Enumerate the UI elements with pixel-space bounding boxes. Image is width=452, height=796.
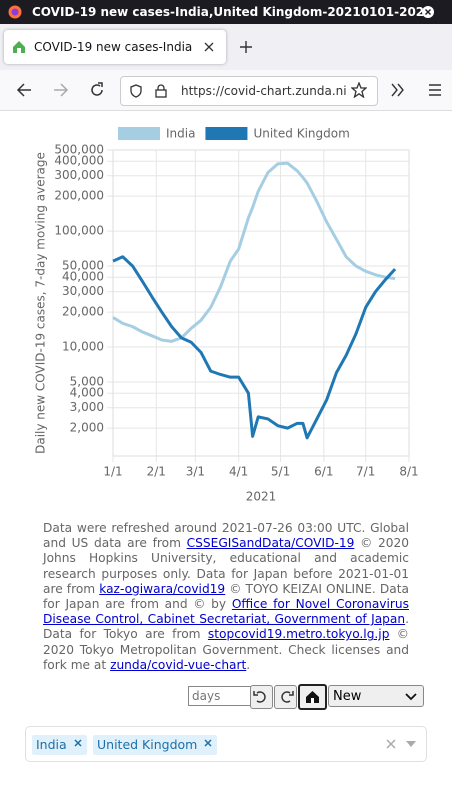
redo-button[interactable] (274, 685, 297, 709)
undo-button[interactable] (250, 685, 273, 709)
y-tick-label: 40,000 (62, 270, 104, 284)
x-tick-label: 2/1 (147, 465, 166, 479)
note-text: Data were refreshed around 2021-07-26 03… (43, 521, 409, 551)
y-tick-label: 4,000 (70, 386, 104, 400)
undo-icon (253, 691, 266, 703)
x-axis-title: 2021 (246, 490, 277, 504)
forward-button[interactable] (53, 82, 69, 98)
y-tick-label: 30,000 (62, 284, 104, 298)
note-text: . Data for Tokyo are from (43, 612, 409, 642)
chart: Daily new COVID-19 cases, 7-day moving a… (34, 127, 419, 504)
source-link[interactable]: Office for Novel Coronavirus Disease Con… (43, 597, 409, 627)
note-text: © 2020 Tokyo Metropolitan Government. Ch… (43, 627, 409, 672)
y-tick-label: 500,000 (54, 143, 104, 157)
y-tick-label: 400,000 (54, 154, 104, 168)
chip-remove[interactable] (67, 739, 83, 749)
x-tick-label: 5/1 (271, 465, 290, 479)
x-tick-label: 1/1 (103, 465, 122, 479)
bookmark-star[interactable] (351, 82, 367, 98)
source-link[interactable]: CSSEGISandData/COVID-19 (186, 536, 355, 551)
y-tick-label: 300,000 (54, 168, 104, 182)
clear-all[interactable] (386, 739, 396, 749)
home-icon (306, 691, 319, 703)
controls: New (186, 684, 428, 710)
chip-label: India (36, 737, 67, 752)
legend-swatch (205, 127, 248, 140)
browser-icon (8, 5, 22, 19)
chip-remove[interactable] (197, 739, 213, 749)
redo-icon (281, 691, 294, 703)
plot-frame (112, 149, 410, 457)
legend-label: India (166, 127, 195, 141)
chip-label: United Kingdom (97, 737, 198, 752)
shield-icon (130, 84, 142, 98)
series-line (112, 161, 396, 343)
app-menu[interactable] (428, 83, 442, 97)
title-bar: COVID-19 new cases-India,United Kingdom-… (0, 0, 452, 24)
overflow-menu[interactable] (391, 83, 405, 97)
country-chip[interactable]: United Kingdom (93, 735, 218, 755)
y-tick-label: 20,000 (62, 305, 104, 319)
legend-item: United Kingdom (205, 127, 350, 141)
dropdown-arrow[interactable] (406, 741, 416, 748)
close-window[interactable] (422, 6, 434, 18)
y-tick-label: 50,000 (62, 258, 104, 272)
y-tick-label: 5,000 (70, 374, 104, 388)
url: https://covid-chart.zunda.ni (181, 84, 347, 98)
x-tick-label: 7/1 (356, 465, 375, 479)
nav-bar: https://covid-chart.zunda.ni (0, 70, 452, 111)
tab[interactable]: COVID-19 new cases-India,Un (4, 30, 226, 64)
tab-title: COVID-19 new cases-India,Un (34, 40, 192, 54)
select-value: New (333, 689, 362, 704)
tab-icon (13, 41, 25, 53)
x-tick-label: 4/1 (229, 465, 248, 479)
y-tick-label: 10,000 (62, 340, 104, 354)
mode-select[interactable]: New (328, 685, 424, 707)
series-line (112, 255, 397, 440)
select-arrow (405, 693, 417, 701)
y-axis-title: Daily new COVID-19 cases, 7-day moving a… (34, 152, 48, 454)
data-notes: Data were refreshed around 2021-07-26 03… (43, 521, 409, 673)
y-tick-label: 3,000 (70, 400, 104, 414)
tab-bar: COVID-19 new cases-India,Un (0, 24, 452, 70)
country-selector[interactable]: India United Kingdom (25, 726, 427, 762)
lock-icon (155, 84, 167, 98)
note-text: . (246, 657, 251, 672)
legend-swatch (118, 127, 160, 140)
x-tick-label: 3/1 (186, 465, 205, 479)
source-link[interactable]: kaz-ogiwara/covid19 (99, 581, 226, 596)
legend-label: United Kingdom (253, 127, 349, 141)
y-tick-label: 200,000 (54, 189, 104, 203)
y-tick-label: 100,000 (54, 224, 104, 238)
x-tick-label: 6/1 (314, 465, 333, 479)
legend-item: India (118, 127, 195, 141)
back-button[interactable] (16, 82, 32, 98)
note-text: © TOYO KEIZAI ONLINE. Data for Japan are… (43, 581, 409, 612)
days-input[interactable] (188, 686, 252, 706)
tab-close[interactable] (204, 42, 214, 52)
country-chip[interactable]: India (32, 735, 87, 755)
window-title: COVID-19 new cases-India,United Kingdom-… (32, 5, 425, 19)
source-link[interactable]: stopcovid19.metro.tokyo.lg.jp (207, 627, 390, 642)
y-tick-label: 2,000 (70, 421, 104, 435)
new-tab[interactable] (240, 41, 252, 53)
reload-button[interactable] (89, 82, 105, 98)
url-bar[interactable]: https://covid-chart.zunda.ni (120, 76, 378, 106)
source-link[interactable]: zunda/covid-vue-chart (110, 657, 247, 672)
note-text: © 2020 Johns Hopkins University, educati… (43, 536, 410, 596)
x-tick-label: 8/1 (399, 465, 418, 479)
home-button[interactable] (298, 684, 327, 710)
